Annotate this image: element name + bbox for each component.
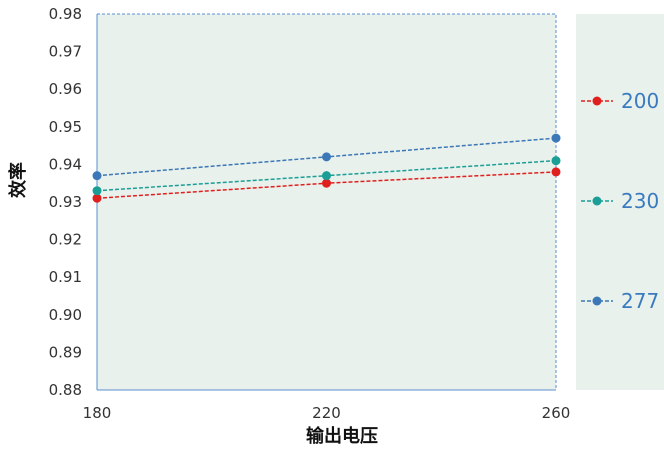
y-tick-label: 0.95 — [49, 118, 82, 136]
data-point-200 — [92, 193, 102, 203]
x-tick-label: 220 — [312, 404, 341, 422]
legend-label-230: 230 — [621, 189, 659, 213]
legend-swatch-marker — [592, 196, 602, 206]
x-axis-title: 输出电压 — [306, 425, 378, 447]
y-tick-labels: 0.88 0.89 0.90 0.91 0.92 0.93 0.94 0.95 0.96 0.97… — [49, 5, 82, 399]
y-tick-label: 0.94 — [49, 155, 82, 173]
legend-swatch-marker — [592, 96, 602, 106]
data-point-230 — [92, 186, 102, 196]
y-tick-label: 0.93 — [49, 193, 82, 211]
x-tick-labels: 180 220 260 — [83, 404, 571, 422]
y-tick-label: 0.89 — [49, 343, 82, 361]
data-point-277 — [92, 171, 102, 181]
legend-box — [576, 14, 664, 390]
series-lines — [92, 133, 561, 203]
legend-label-277: 277 — [621, 289, 659, 313]
y-tick-label: 0.90 — [49, 306, 82, 324]
y-tick-label: 0.96 — [49, 80, 82, 98]
y-tick-label: 0.88 — [49, 381, 82, 399]
legend-label-200: 200 — [621, 89, 659, 113]
y-tick-label: 0.98 — [49, 5, 82, 23]
x-tick-label: 260 — [542, 404, 571, 422]
data-point-277 — [551, 133, 561, 143]
data-point-230 — [551, 156, 561, 166]
plot-area — [96, 13, 557, 391]
y-axis-title: 效率 — [7, 162, 29, 198]
data-point-230 — [322, 171, 331, 181]
data-point-200 — [322, 178, 331, 188]
x-tick-label: 180 — [83, 404, 112, 422]
y-tick-label: 0.97 — [49, 43, 82, 61]
data-point-277 — [322, 152, 331, 162]
legend: 200 230 277 — [581, 89, 659, 313]
data-point-200 — [551, 167, 561, 177]
y-tick-label: 0.92 — [49, 231, 82, 249]
y-tick-label: 0.91 — [49, 268, 82, 286]
legend-swatch-marker — [592, 296, 602, 306]
